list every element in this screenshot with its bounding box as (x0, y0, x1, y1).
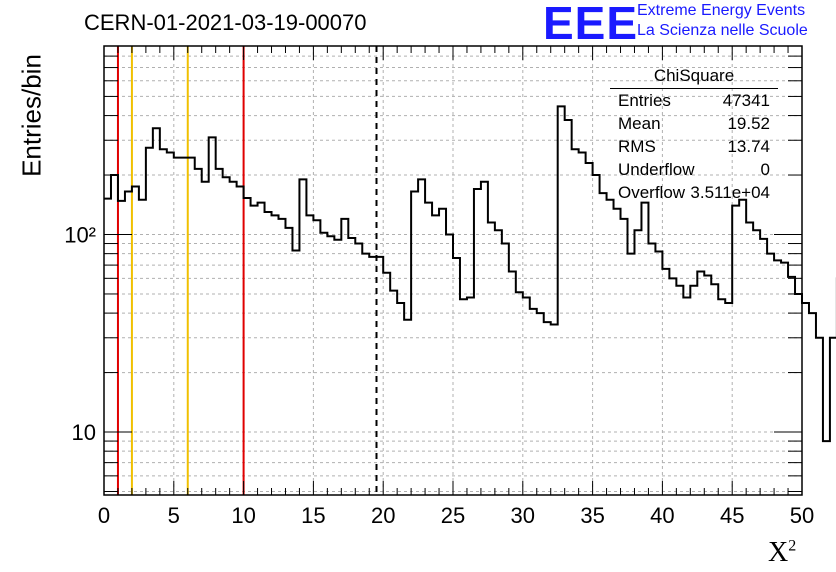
stats-value: 0 (760, 160, 770, 179)
stats-name: ChiSquare (610, 66, 778, 89)
stats-key: Entries (618, 91, 671, 110)
stats-value: 47341 (722, 91, 770, 110)
logo-line-1: Extreme Energy Events (637, 2, 806, 19)
chart-title: CERN-01-2021-03-19-00070 (84, 10, 367, 35)
reference-lines (116, 46, 378, 495)
x-tick-label: 40 (650, 503, 674, 528)
x-axis-label: X2 (768, 537, 796, 569)
stats-value: 3.511e+04 (690, 183, 770, 202)
stats-key: Overflow (618, 183, 686, 202)
x-tick-label: 35 (580, 503, 604, 528)
x-tick-label: 45 (720, 503, 744, 528)
x-tick-label: 25 (441, 503, 465, 528)
stats-row: RMS 13.74 (610, 135, 778, 158)
axis-ticks: 0 5 10 15 20 25 30 35 40 45 50 10 10² (64, 45, 814, 528)
x-tick-label: 0 (98, 503, 110, 528)
x-tick-label: 20 (371, 503, 395, 528)
logo-line-2: La Scienza nelle Scuole (637, 22, 808, 39)
stats-value: 13.74 (727, 137, 770, 156)
stats-key: Mean (618, 114, 661, 133)
x-tick-label: 50 (790, 503, 814, 528)
x-tick-label: 10 (231, 503, 255, 528)
eee-logo: EEE (543, 0, 639, 49)
x-tick-label: 30 (511, 503, 535, 528)
y-tick-label: 10 (72, 420, 96, 445)
stats-row: Overflow 3.511e+04 (610, 181, 778, 204)
stats-key: Underflow (618, 160, 695, 179)
y-tick-label: 10² (64, 222, 96, 247)
y-axis-label: Entries/bin (16, 54, 47, 177)
stats-row: Mean 19.52 (610, 112, 778, 135)
stats-value: 19.52 (727, 114, 770, 133)
histogram-series (104, 105, 836, 443)
stats-row: Entries 47341 (610, 89, 778, 112)
x-axis-label-base: X (768, 537, 789, 568)
x-tick-label: 15 (301, 503, 325, 528)
x-tick-label: 5 (168, 503, 180, 528)
x-axis-label-superscript: 2 (788, 537, 797, 555)
stats-key: RMS (618, 137, 656, 156)
stats-box: ChiSquare Entries 47341 Mean 19.52 RMS 13.7… (610, 66, 778, 204)
stats-row: Underflow 0 (610, 158, 778, 181)
